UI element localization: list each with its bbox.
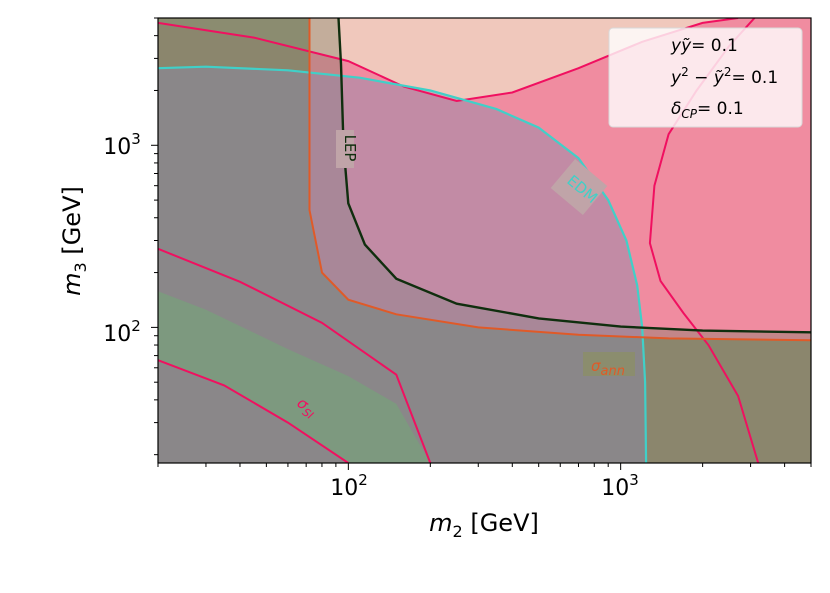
lep-contour-line (337, 18, 811, 334)
relic-contour-line (158, 359, 349, 463)
y-axis-label: m3 [GeV] (58, 186, 90, 296)
legend: yỹ= 0.1 y2 − ỹ2= 0.1 δCP= 0.1 (608, 27, 803, 128)
y-tick-label-1000: 103 (103, 130, 141, 160)
relic-contour-line (158, 247, 432, 463)
axis-ticks (151, 17, 812, 470)
annihilation-contour-label: σann (583, 352, 635, 379)
legend-entry: δCP= 0.1 (671, 99, 744, 121)
legend-entry: yỹ= 0.1 (670, 36, 738, 56)
svg-text:LEP: LEP (341, 135, 359, 162)
lep-contour-label: LEP (336, 130, 359, 168)
legend-entry: y2 − ỹ2= 0.1 (670, 65, 778, 88)
x-tick-label-100: 102 (330, 471, 368, 501)
x-tick-label-1000: 103 (601, 471, 639, 501)
direct-detection-band (158, 291, 431, 463)
edm-contour-line (158, 65, 648, 463)
lep-excluded-region (158, 18, 811, 463)
y-tick-label-100: 102 (103, 317, 141, 347)
annihilation-contour-line (308, 18, 811, 342)
annihilation-excluded-region (158, 18, 811, 463)
x-axis-label: m2 [GeV] (429, 509, 539, 541)
